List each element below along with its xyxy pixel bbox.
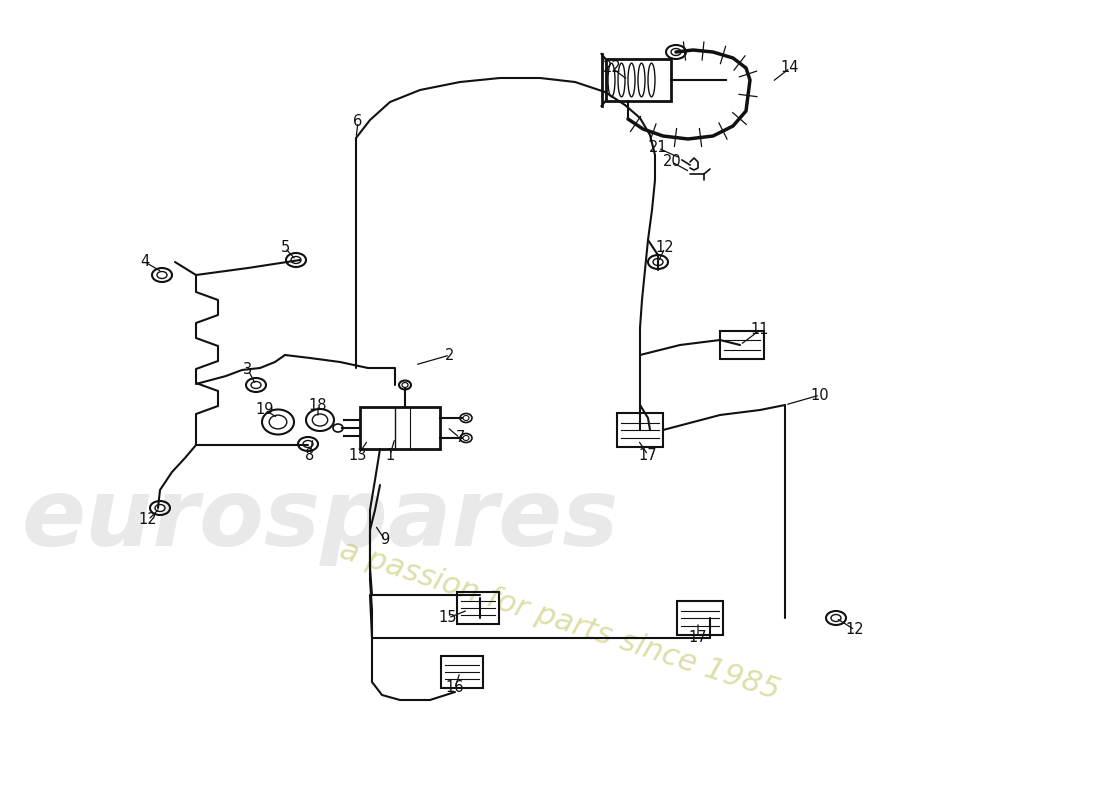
Bar	[720, 331, 764, 359]
Text: 22: 22	[603, 61, 622, 75]
Text: 19: 19	[255, 402, 274, 418]
Text: 3: 3	[243, 362, 253, 378]
Text: 1: 1	[385, 447, 395, 462]
Text: 5: 5	[280, 241, 289, 255]
Text: 16: 16	[446, 681, 464, 695]
Text: 6: 6	[353, 114, 363, 130]
Bar	[605, 59, 671, 101]
Text: 2: 2	[446, 347, 454, 362]
Text: 8: 8	[306, 447, 315, 462]
Bar	[360, 407, 440, 449]
Text: 18: 18	[309, 398, 328, 413]
Text: 12: 12	[846, 622, 865, 638]
Text: 11: 11	[750, 322, 769, 338]
Text: eurospares: eurospares	[21, 474, 618, 566]
Bar	[456, 592, 499, 624]
Text: 17: 17	[639, 447, 658, 462]
Text: 4: 4	[141, 254, 150, 270]
Text: 13: 13	[349, 447, 367, 462]
Text: 12: 12	[656, 241, 674, 255]
Text: 20: 20	[662, 154, 681, 170]
Text: 17: 17	[689, 630, 707, 646]
Text: 7: 7	[455, 430, 464, 446]
Bar	[617, 413, 663, 447]
Text: 21: 21	[649, 141, 668, 155]
Text: a passion for parts since 1985: a passion for parts since 1985	[337, 535, 783, 705]
Bar	[676, 601, 723, 635]
Text: 15: 15	[439, 610, 458, 626]
Text: 14: 14	[781, 61, 800, 75]
Text: 12: 12	[139, 513, 157, 527]
Text: 9: 9	[381, 533, 389, 547]
Text: 10: 10	[811, 387, 829, 402]
Bar	[441, 656, 483, 688]
